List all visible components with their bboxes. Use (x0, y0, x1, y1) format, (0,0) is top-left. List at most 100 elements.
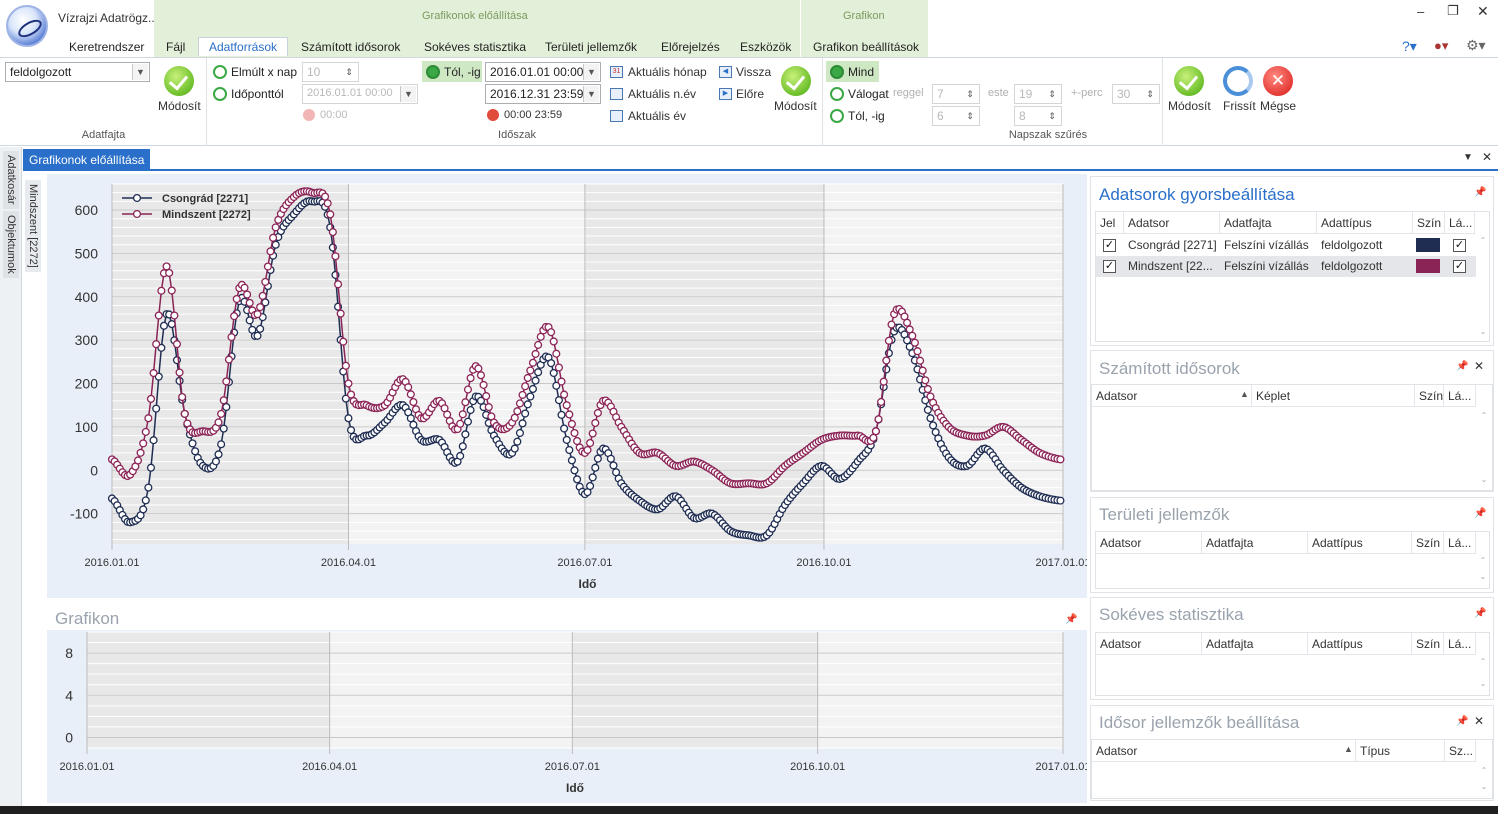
check-ok-icon[interactable] (164, 66, 194, 96)
napszak-from-input[interactable]: 6 ⇕ (932, 106, 980, 126)
tab-keretrendszer[interactable]: Keretrendszer (69, 40, 145, 54)
col-header[interactable]: Szín (1412, 532, 1444, 554)
elore-button[interactable]: Előre (736, 87, 765, 101)
restore-icon[interactable]: ❐ (1447, 3, 1459, 18)
pin-icon[interactable]: 📌 (1474, 508, 1487, 519)
este-input[interactable]: 19 ⇕ (1014, 84, 1062, 104)
visible-checkbox[interactable]: ✓ (1453, 260, 1466, 273)
time-range[interactable]: 00:00 23:59 (504, 109, 563, 121)
dock-tab-objektumok[interactable]: Objektumok (3, 211, 19, 278)
tab-fajl[interactable]: Fájl (166, 40, 186, 54)
app-logo-icon[interactable] (6, 5, 48, 47)
close-icon[interactable]: ✕ (1474, 714, 1485, 728)
col-header[interactable]: Adattípus (1308, 633, 1412, 655)
table-row[interactable]: ✓ Mindszent [22... Felszíni vízállás fel… (1096, 256, 1476, 277)
pin-icon[interactable]: 📌 (1456, 716, 1469, 727)
col-header[interactable]: Képlet (1252, 385, 1415, 407)
idoszak-modify-button[interactable]: Módosít (774, 99, 817, 113)
pin-icon[interactable]: 📌 (1456, 361, 1469, 372)
scroll-up-icon[interactable]: ⌃ (1480, 766, 1488, 775)
check-ok-icon[interactable] (1174, 66, 1204, 96)
col-header[interactable]: Szín (1412, 633, 1444, 655)
scroll-up-icon[interactable]: ⌃ (1479, 236, 1487, 245)
row-checkbox[interactable]: ✓ (1103, 239, 1116, 252)
cancel-button[interactable]: Mégse (1260, 99, 1297, 113)
adatfajta-modify-button[interactable]: Módosít (158, 99, 201, 113)
visible-checkbox[interactable]: ✓ (1453, 239, 1466, 252)
perc-input[interactable]: 30 ⇕ (1112, 84, 1160, 104)
aktualis-honap-button[interactable]: Aktuális hónap (628, 65, 707, 79)
col-header[interactable]: Szín (1415, 385, 1444, 407)
help-icon[interactable]: ?▾ (1402, 38, 1417, 54)
col-header[interactable]: Adatsor (1092, 740, 1356, 762)
scroll-down-icon[interactable]: ⌄ (1480, 475, 1488, 484)
scroll-down-icon[interactable]: ⌄ (1480, 782, 1488, 791)
radio-mind[interactable] (830, 65, 844, 79)
vissza-button[interactable]: Vissza (736, 65, 772, 79)
col-header[interactable]: Lá... (1444, 532, 1476, 554)
close-icon[interactable]: ✕ (1482, 150, 1493, 164)
aktualis-nev-button[interactable]: Aktuális n.év (628, 87, 697, 101)
col-header[interactable]: Szín (1413, 212, 1445, 234)
main-chart[interactable]: 600 500 400 300 200 100 0 -100 2016.01.01 2016.04… (47, 174, 1087, 604)
refresh-icon[interactable] (1223, 66, 1253, 96)
col-header[interactable]: Adatsor (1092, 385, 1252, 407)
color-swatch[interactable] (1416, 238, 1440, 252)
scroll-up-icon[interactable]: ⌃ (1480, 411, 1488, 420)
tab-grafikon-beallitasok[interactable]: Grafikon beállítások (813, 40, 920, 54)
scroll-down-icon[interactable]: ⌄ (1479, 679, 1487, 688)
radio-idoponttol[interactable] (213, 87, 227, 101)
gear-icon[interactable]: ⚙▾ (1466, 37, 1486, 53)
scroll-up-icon[interactable]: ⌃ (1479, 657, 1487, 666)
napszak-to-input[interactable]: 8 ⇕ (1014, 106, 1062, 126)
radio-tolig[interactable] (426, 65, 440, 79)
col-header[interactable]: Adatsor (1096, 532, 1202, 554)
doc-tab-grafikonok[interactable]: Grafikonok előállítása (23, 149, 151, 171)
row-checkbox[interactable]: ✓ (1103, 260, 1116, 273)
col-header[interactable]: Típus (1356, 740, 1445, 762)
tab-teruleti-jellemzok[interactable]: Területi jellemzők (545, 40, 638, 54)
col-header[interactable]: Adatfajta (1220, 212, 1317, 234)
scroll-up-icon[interactable]: ⌃ (1479, 556, 1487, 565)
col-header[interactable]: Lá... (1444, 385, 1476, 407)
scroll-down-icon[interactable]: ⌄ (1479, 572, 1487, 581)
to-date-input[interactable]: 2016.12.31 23:59 ▼ (485, 84, 601, 104)
tab-elorejelzes[interactable]: Előrejelzés (661, 40, 720, 54)
dock-tab-adatkosar[interactable]: Adatkosár (3, 151, 19, 209)
check-ok-icon[interactable] (781, 66, 811, 96)
close-icon[interactable]: ✕ (1477, 3, 1489, 19)
cancel-x-icon[interactable]: ✕ (1263, 66, 1293, 96)
elmult-input[interactable]: 10 ⇕ (302, 62, 359, 82)
idoponttol-input[interactable]: 2016.01.01 00:00 ▼ (302, 84, 418, 104)
col-header[interactable]: Adattípus (1317, 212, 1413, 234)
col-header[interactable]: Adatsor (1124, 212, 1220, 234)
radio-elmult[interactable] (213, 65, 227, 79)
adatfajta-combo[interactable]: feldolgozott ▼ (5, 62, 150, 82)
col-header[interactable]: Sz... (1445, 740, 1476, 762)
from-date-input[interactable]: 2016.01.01 00:00 ▼ (485, 62, 601, 82)
col-header[interactable]: Jel (1096, 212, 1124, 234)
col-header[interactable]: Adatsor (1096, 633, 1202, 655)
refresh-button[interactable]: Frissít (1223, 99, 1256, 113)
col-header[interactable]: Lá... (1445, 212, 1475, 234)
tab-szamitott-idosorok[interactable]: Számított idősorok (301, 40, 401, 54)
scroll-down-icon[interactable]: ⌄ (1479, 327, 1487, 336)
dropdown-icon[interactable]: ▼ (1463, 152, 1473, 163)
tab-adatforrasok[interactable]: Adatforrások (198, 37, 289, 56)
color-swatch[interactable] (1416, 259, 1440, 273)
tab-sokeves-statisztika[interactable]: Sokéves statisztika (424, 40, 527, 54)
reggel-input[interactable]: 7 ⇕ (932, 84, 980, 104)
table-row[interactable]: ✓ Csongrád [2271] Felszíni vízállás feld… (1096, 235, 1476, 256)
pin-icon[interactable]: 📌 (1474, 608, 1487, 619)
aktualis-ev-button[interactable]: Aktuális év (628, 109, 687, 123)
tab-eszkozok[interactable]: Eszközök (740, 40, 792, 54)
col-header[interactable]: Adatfajta (1202, 633, 1308, 655)
pin-icon[interactable]: 📌 (1474, 187, 1487, 198)
minimize-icon[interactable]: – (1417, 4, 1425, 19)
modify-button[interactable]: Módosít (1168, 99, 1211, 113)
bottom-chart[interactable]: 8 4 0 2016.01.01 2016.04.01 2016.07.01 2016.10… (47, 598, 1087, 803)
col-header[interactable]: Adattípus (1308, 532, 1412, 554)
radio-valogat[interactable] (830, 87, 844, 101)
radio-napszak-tolig[interactable] (830, 109, 844, 123)
col-header[interactable]: Adatfajta (1202, 532, 1308, 554)
